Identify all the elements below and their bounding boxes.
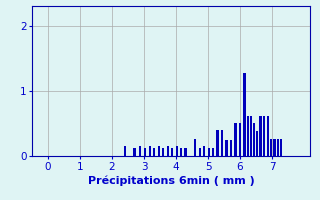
Bar bbox=[253, 123, 255, 156]
X-axis label: Précipitations 6min ( mm ): Précipitations 6min ( mm ) bbox=[88, 176, 255, 186]
Bar bbox=[124, 146, 126, 156]
Bar bbox=[216, 130, 219, 156]
Bar bbox=[260, 116, 262, 156]
Bar bbox=[234, 123, 237, 156]
Bar bbox=[149, 146, 151, 156]
Bar bbox=[221, 130, 223, 156]
Bar bbox=[243, 73, 246, 156]
Bar bbox=[157, 146, 160, 156]
Bar bbox=[262, 116, 265, 156]
Bar bbox=[239, 123, 241, 156]
Bar bbox=[153, 148, 156, 156]
Bar bbox=[175, 146, 178, 156]
Bar bbox=[184, 148, 187, 156]
Bar bbox=[273, 139, 276, 156]
Bar bbox=[267, 116, 269, 156]
Bar bbox=[167, 146, 169, 156]
Bar bbox=[171, 148, 173, 156]
Bar bbox=[256, 131, 259, 156]
Bar bbox=[230, 140, 232, 156]
Bar bbox=[180, 148, 182, 156]
Bar bbox=[144, 148, 146, 156]
Bar bbox=[162, 148, 164, 156]
Bar bbox=[250, 116, 252, 156]
Bar bbox=[207, 148, 210, 156]
Bar bbox=[212, 148, 214, 156]
Bar bbox=[270, 139, 273, 156]
Bar bbox=[276, 139, 279, 156]
Bar bbox=[247, 116, 249, 156]
Bar bbox=[225, 140, 228, 156]
Bar bbox=[139, 146, 141, 156]
Bar bbox=[194, 139, 196, 156]
Bar bbox=[198, 148, 201, 156]
Bar bbox=[203, 146, 205, 156]
Bar bbox=[133, 148, 136, 156]
Bar bbox=[280, 139, 282, 156]
